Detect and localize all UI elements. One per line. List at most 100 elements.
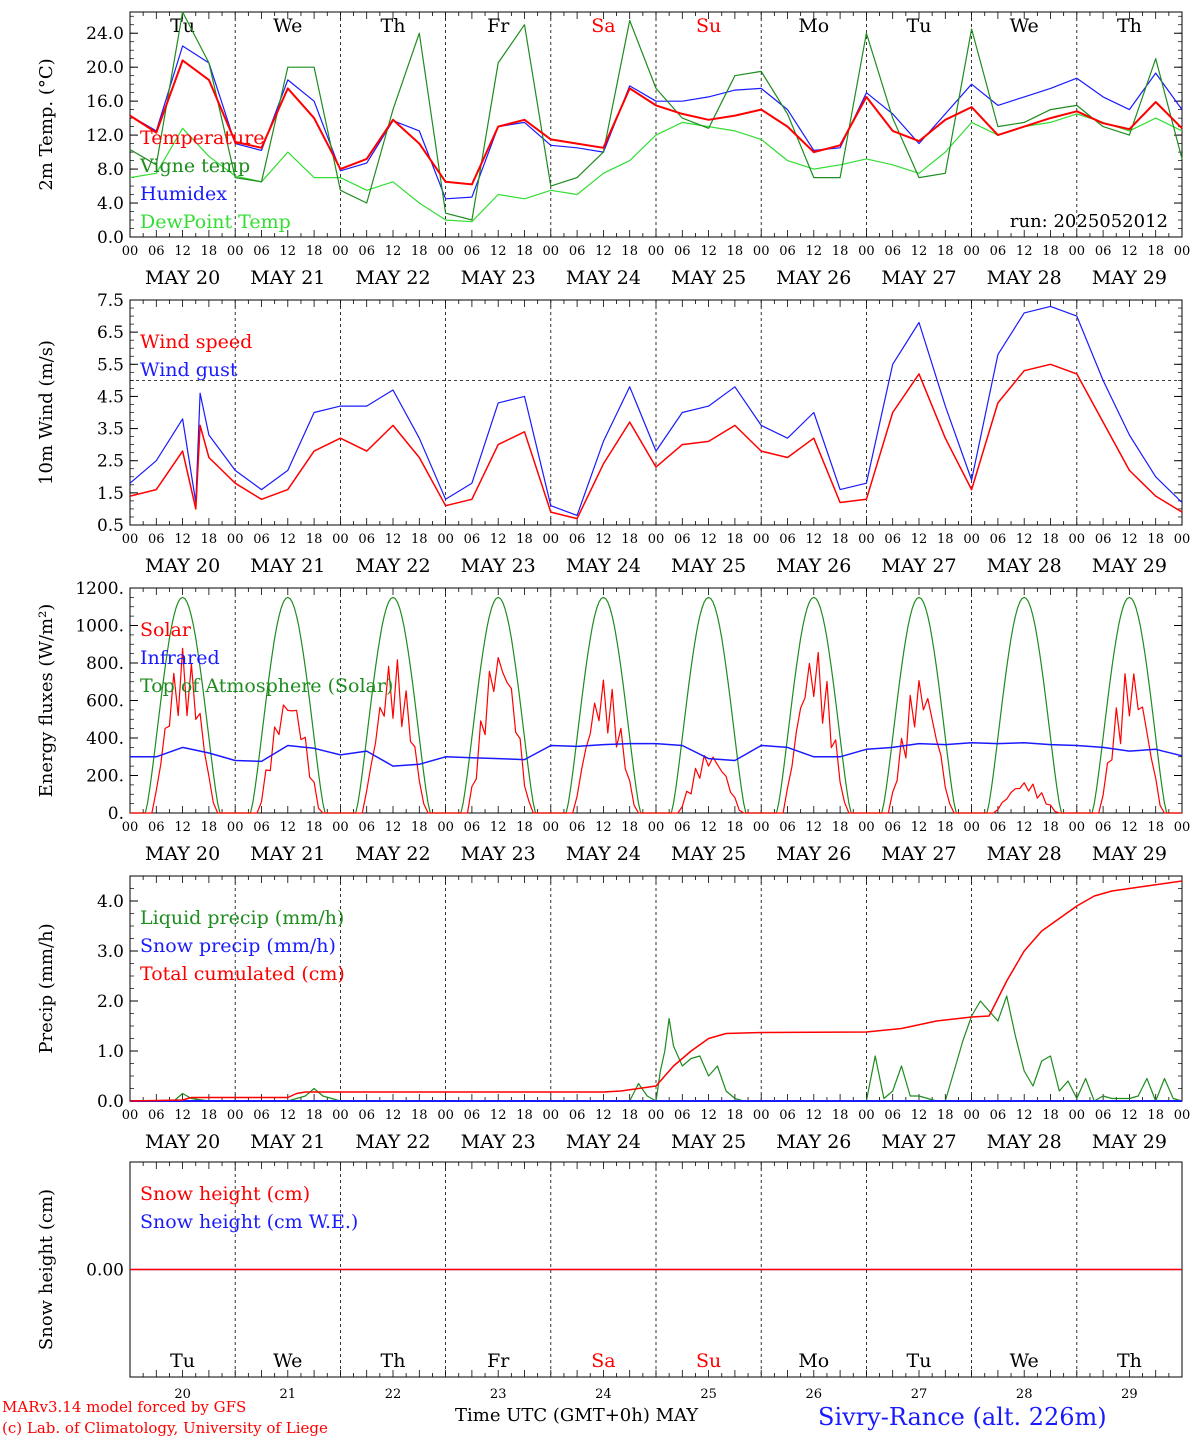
x-hour-label: 06	[990, 244, 1007, 259]
x-date-label: MAY 21	[250, 555, 325, 577]
legend-temperature: Temperature	[140, 127, 264, 149]
y-tick-label: 7.5	[97, 291, 124, 311]
x-hour-label: 00	[122, 1108, 139, 1123]
x-hour-label: 00	[1174, 244, 1191, 259]
x-date-label: MAY 21	[250, 267, 325, 289]
x-hour-label: 00	[963, 1108, 980, 1123]
y-tick-label: 1200.	[75, 579, 124, 599]
day-number: 26	[806, 1387, 823, 1402]
panel-1: 0.0 4.0 8.0 12.0 16.0 20.0 24.0 2m Temp. (°C) Tu…	[36, 11, 1191, 289]
x-hour-label: 12	[490, 1108, 507, 1123]
x-hour-label: 00	[122, 244, 139, 259]
day-name: We	[273, 15, 302, 37]
series-wind-gust	[129, 305, 1183, 517]
x-hour-label: 12	[385, 244, 402, 259]
x-date-label: MAY 22	[355, 267, 430, 289]
x-hour-label: 12	[385, 1108, 402, 1123]
day-name: Fr	[487, 1350, 510, 1372]
x-hour-label: 00	[332, 532, 349, 547]
x-hour-label: 06	[779, 532, 796, 547]
x-hour-label: 18	[411, 244, 428, 259]
x-hour-label: 00	[1174, 1108, 1191, 1123]
x-date-label: MAY 24	[566, 1131, 641, 1153]
panel-3: 0. 200. 400. 600. 800. 1000. 1200. Energy fluxe…	[36, 579, 1190, 865]
x-hour-label: 12	[595, 532, 612, 547]
x-hour-label: 00	[332, 820, 349, 835]
y-axis-label: Snow height (cm)	[36, 1189, 57, 1350]
day-name: Su	[696, 1350, 721, 1372]
plot-frame	[129, 299, 1183, 526]
day-number: 29	[1121, 1387, 1138, 1402]
x-date-label: MAY 24	[566, 267, 641, 289]
x-hour-label: 06	[358, 532, 375, 547]
series-temperature	[129, 59, 1183, 186]
x-hour-label: 18	[1147, 1108, 1164, 1123]
x-hour-label: 12	[1121, 532, 1138, 547]
x-hour-label: 18	[306, 1108, 323, 1123]
x-hour-label: 12	[700, 820, 717, 835]
x-hour-label: 06	[884, 820, 901, 835]
x-hour-label: 18	[727, 532, 744, 547]
x-date-label: MAY 24	[566, 555, 641, 577]
x-hour-label: 06	[569, 532, 586, 547]
y-tick-label: 4.0	[97, 194, 124, 214]
x-hour-label: 06	[884, 1108, 901, 1123]
x-hour-label: 18	[411, 532, 428, 547]
x-date-label: MAY 21	[250, 843, 325, 865]
x-date-label: MAY 23	[461, 555, 536, 577]
x-hour-label: 00	[1069, 244, 1086, 259]
legend-infrared: Infrared	[140, 647, 220, 669]
x-hour-label: 06	[1095, 1108, 1112, 1123]
y-tick-label: 24.0	[86, 24, 124, 44]
x-hour-label: 12	[1121, 1108, 1138, 1123]
legend-humidex: Humidex	[140, 183, 227, 205]
x-hour-label: 18	[832, 532, 849, 547]
day-name: Th	[381, 1350, 406, 1372]
legend-top-of-atmosphere-solar-: Top of Atmosphere (Solar)	[140, 675, 393, 697]
x-date-label: MAY 28	[987, 267, 1062, 289]
x-hour-label: 18	[516, 244, 533, 259]
y-tick-label: 0.0	[97, 1092, 124, 1112]
x-hour-label: 06	[148, 1108, 165, 1123]
x-hour-label: 12	[911, 1108, 928, 1123]
x-hour-label: 12	[1016, 820, 1033, 835]
x-date-label: MAY 26	[776, 267, 851, 289]
x-hour-label: 12	[385, 532, 402, 547]
x-hour-label: 06	[464, 1108, 481, 1123]
x-hour-label: 18	[1147, 244, 1164, 259]
x-hour-label: 06	[779, 820, 796, 835]
x-hour-label: 00	[543, 820, 560, 835]
x-hour-label: 12	[174, 820, 191, 835]
x-hour-label: 12	[280, 532, 297, 547]
x-hour-label: 06	[148, 244, 165, 259]
x-hour-label: 18	[411, 1108, 428, 1123]
x-hour-label: 00	[437, 820, 454, 835]
x-date-label: MAY 21	[250, 1131, 325, 1153]
y-tick-label: 2.5	[97, 452, 124, 472]
day-name: Tu	[170, 1350, 195, 1372]
x-hour-label: 00	[227, 244, 244, 259]
x-hour-label: 00	[1069, 820, 1086, 835]
y-tick-label: 6.5	[97, 323, 124, 343]
x-date-label: MAY 27	[881, 267, 956, 289]
y-tick-label: 4.5	[97, 387, 124, 407]
x-hour-label: 06	[253, 820, 270, 835]
day-number: 20	[174, 1387, 191, 1402]
x-hour-label: 06	[148, 532, 165, 547]
x-hour-label: 06	[1095, 532, 1112, 547]
x-hour-label: 12	[1121, 244, 1138, 259]
x-hour-label: 00	[332, 1108, 349, 1123]
day-name: Th	[1117, 15, 1142, 37]
x-hour-label: 18	[516, 532, 533, 547]
x-hour-label: 12	[911, 820, 928, 835]
x-hour-label: 06	[779, 244, 796, 259]
x-hour-label: 00	[753, 244, 770, 259]
legend-snow-height-cm-w-e-: Snow height (cm W.E.)	[140, 1211, 358, 1233]
x-hour-label: 06	[464, 820, 481, 835]
x-hour-label: 00	[963, 532, 980, 547]
x-hour-label: 18	[832, 1108, 849, 1123]
y-axis-label: 10m Wind (m/s)	[36, 340, 57, 485]
x-date-label: MAY 26	[776, 1131, 851, 1153]
x-hour-label: 18	[937, 1108, 954, 1123]
